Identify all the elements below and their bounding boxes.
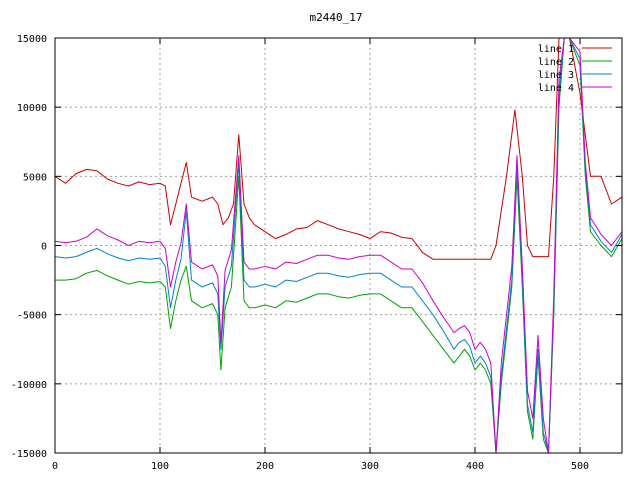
gridlines	[55, 38, 622, 453]
series-line-1	[55, 38, 622, 260]
series-line-3	[55, 38, 622, 453]
x-tick-label: 200	[256, 461, 274, 472]
legend-label: line 4	[538, 83, 574, 94]
x-tick-label: 300	[361, 461, 379, 472]
legend: line 1 line 2 line 3 line 4	[538, 44, 612, 94]
y-tick-label: -5000	[17, 311, 47, 322]
x-tick-label: 0	[52, 461, 58, 472]
legend-label: line 3	[538, 70, 574, 81]
x-tick-label: 500	[571, 461, 589, 472]
y-tick-label: -10000	[11, 380, 47, 391]
y-tick-label: 10000	[17, 103, 47, 114]
x-tick-label: 400	[466, 461, 484, 472]
legend-label: line 1	[538, 44, 574, 55]
y-tick-label: 5000	[23, 172, 47, 183]
y-tick-label: 15000	[17, 34, 47, 45]
y-axis-ticks: -15000 -10000 -5000 0 5000 10000 15000	[11, 34, 622, 460]
y-tick-label: -15000	[11, 449, 47, 460]
y-tick-label: 0	[41, 242, 47, 253]
chart-title: m2440_17	[310, 11, 363, 24]
legend-label: line 2	[538, 57, 574, 68]
x-axis-ticks: 0 100 200 300 400 500	[52, 38, 589, 472]
x-tick-label: 100	[151, 461, 169, 472]
plot-area	[55, 38, 622, 453]
series-line-4	[55, 38, 622, 453]
